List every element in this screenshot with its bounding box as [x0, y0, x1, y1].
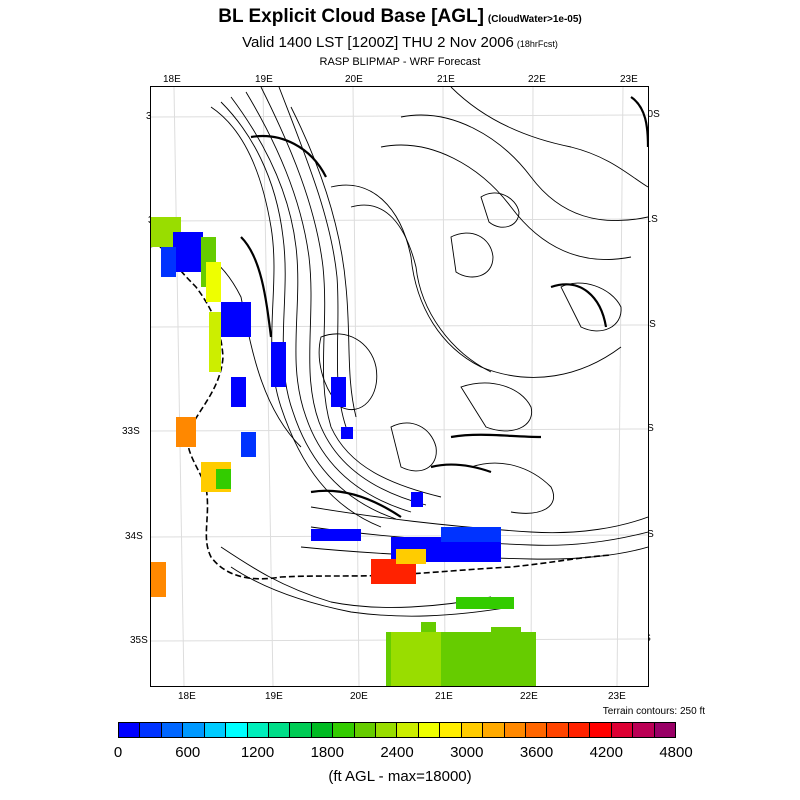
bottom-lon-label: 18E: [178, 691, 196, 702]
colorbar-tick-label: 1800: [310, 744, 344, 761]
colorbar-tick-label: 4800: [659, 744, 693, 761]
colorbar-swatch: [311, 723, 334, 737]
colorbar-swatch: [183, 723, 205, 737]
colorbar-tick-label: 4200: [589, 744, 623, 761]
colorbar-units: (ft AGL - max=18000): [328, 768, 472, 785]
chart-title: BL Explicit Cloud Base [AGL] (CloudWater>…: [0, 6, 800, 28]
colorbar-tick-label: 1200: [240, 744, 275, 761]
colorbar-tick-label: 3600: [519, 744, 554, 761]
bottom-lon-label: 22E: [520, 691, 538, 702]
colorbar-tick-label: 0: [113, 744, 123, 761]
subtitle-main: Valid 1400 LST [1200Z] THU 2 Nov 2006: [242, 34, 514, 51]
cloud-base-cells: [151, 217, 536, 687]
graticule: [150, 86, 649, 687]
colorbar-swatch: [483, 723, 505, 737]
colorbar-swatch: [633, 723, 655, 737]
colorbar-swatch: [119, 723, 141, 737]
colorbar-swatch: [204, 723, 227, 737]
colorbar: [118, 722, 676, 738]
colorbar-swatch: [376, 723, 398, 737]
map-svg: [150, 86, 650, 687]
colorbar-tick-label: 2400: [380, 744, 414, 761]
top-lon-label: 19E: [255, 74, 273, 85]
colorbar-swatch: [226, 723, 248, 737]
bottom-lon-label: 23E: [608, 691, 626, 702]
subtitle: Valid 1400 LST [1200Z] THU 2 Nov 2006 (18…: [0, 34, 800, 51]
colorbar-swatch: [526, 723, 548, 737]
terrain-contour-note: Terrain contours: 250 ft: [602, 706, 705, 717]
colorbar-swatch: [418, 723, 441, 737]
top-lon-label: 21E: [437, 74, 455, 85]
colorbar-swatch: [333, 723, 355, 737]
bottom-lon-label: 20E: [350, 691, 368, 702]
left-lat-label: 34S: [125, 531, 143, 542]
colorbar-tick-label: 3000: [450, 744, 484, 761]
forecast-map: [150, 86, 650, 687]
colorbar-swatch: [504, 723, 527, 737]
title-main: BL Explicit Cloud Base [AGL]: [218, 6, 484, 27]
subtitle-note: (18hrFcst): [516, 39, 558, 49]
right-lat-label: 30S: [642, 109, 660, 120]
colorbar-swatch: [611, 723, 634, 737]
product-label: RASP BLIPMAP - WRF Forecast: [319, 56, 481, 68]
colorbar-swatch: [140, 723, 162, 737]
colorbar-swatch: [568, 723, 591, 737]
bold-contours: [240, 96, 650, 518]
bottom-lon-label: 21E: [435, 691, 453, 702]
left-lat-label: 33S: [122, 426, 140, 437]
terrain-contours: [150, 86, 649, 617]
colorbar-swatch: [161, 723, 184, 737]
colorbar-swatch: [461, 723, 484, 737]
colorbar-swatch: [654, 723, 675, 737]
left-lat-label: 35S: [130, 635, 148, 646]
colorbar-swatch: [290, 723, 312, 737]
colorbar-swatch: [397, 723, 419, 737]
title-note: (CloudWater>1e-05): [487, 14, 582, 25]
colorbar-swatch: [354, 723, 377, 737]
top-lon-label: 18E: [163, 74, 181, 85]
top-lon-label: 22E: [528, 74, 546, 85]
top-lon-label: 20E: [345, 74, 363, 85]
bottom-lon-label: 19E: [265, 691, 283, 702]
colorbar-tick-label: 600: [175, 744, 201, 761]
colorbar-swatch: [440, 723, 462, 737]
colorbar-swatch: [547, 723, 569, 737]
colorbar-swatch: [247, 723, 269, 737]
colorbar-swatch: [590, 723, 612, 737]
top-lon-label: 23E: [620, 74, 638, 85]
colorbar-swatch: [268, 723, 291, 737]
